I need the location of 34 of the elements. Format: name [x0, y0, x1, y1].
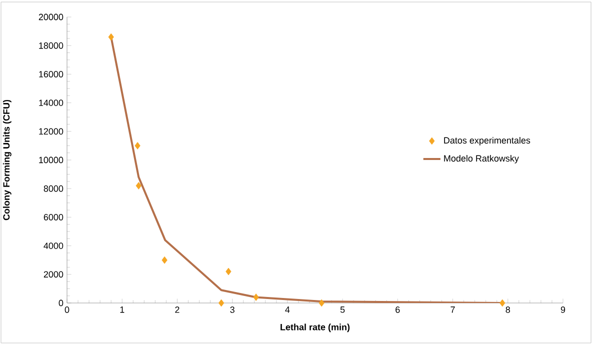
- point: [162, 256, 168, 264]
- x-tick-label: 7: [450, 306, 455, 313]
- point: [500, 299, 506, 307]
- y-tick-label: 2000: [44, 271, 64, 278]
- y-axis-title: Colony Forming Units (CFU): [2, 100, 12, 220]
- y-tick-label: 20000: [38, 14, 64, 20]
- y-tick-label: 16000: [39, 71, 64, 78]
- y-tick-label: 4000: [44, 242, 64, 249]
- x-tick-label: 6: [396, 306, 400, 313]
- x-tick-label: 9: [560, 306, 566, 313]
- point: [318, 299, 324, 307]
- y-tick-label: 14000: [39, 100, 64, 106]
- legend-label: Datos experimentales: [444, 136, 530, 146]
- point: [226, 268, 232, 276]
- point: [134, 142, 140, 150]
- point: [253, 294, 259, 301]
- x-tick-label: 1: [120, 306, 124, 313]
- legend-label: Modelo Ratkowsky: [444, 154, 519, 164]
- x-tick-label: 3: [230, 306, 234, 313]
- x-tick-label: 5: [340, 306, 345, 313]
- point: [108, 33, 114, 41]
- x-axis-title: Lethal rate (min): [280, 324, 350, 332]
- point: [136, 182, 142, 190]
- y-tick-label: 8000: [44, 185, 64, 192]
- y-tick-label: 6000: [44, 214, 64, 220]
- x-tick-label: 4: [285, 306, 290, 313]
- point: [218, 299, 224, 307]
- y-tick-label: 0: [58, 300, 64, 306]
- y-tick-label: 12000: [39, 128, 64, 135]
- x-tick-label: 8: [506, 306, 510, 313]
- x-tick-label: 0: [64, 306, 70, 313]
- y-tick-label: 18000: [39, 42, 64, 49]
- y-tick-label: 10000: [39, 156, 64, 164]
- x-tick-label: 2: [175, 306, 180, 313]
